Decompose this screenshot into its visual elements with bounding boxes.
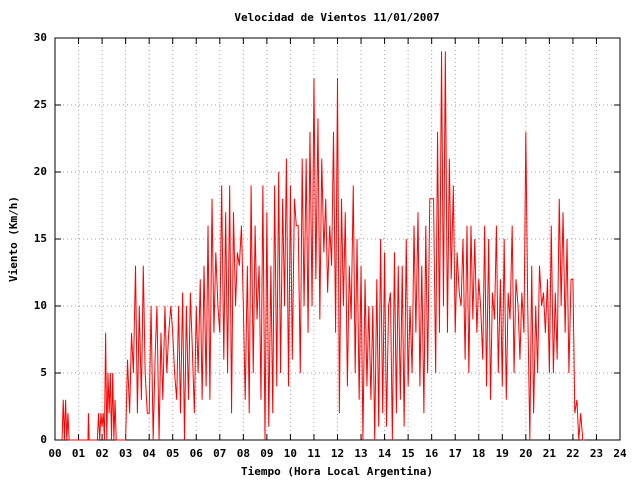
y-tick-label: 25 bbox=[34, 98, 47, 111]
x-tick-label: 18 bbox=[472, 447, 485, 460]
y-tick-label: 5 bbox=[40, 366, 47, 379]
x-tick-label: 12 bbox=[331, 447, 344, 460]
y-tick-label: 10 bbox=[34, 299, 47, 312]
y-tick-label: 20 bbox=[34, 165, 47, 178]
x-tick-label: 04 bbox=[143, 447, 157, 460]
y-tick-label: 0 bbox=[40, 433, 47, 446]
x-tick-label: 06 bbox=[190, 447, 204, 460]
wind-line bbox=[61, 51, 585, 441]
x-tick-label: 08 bbox=[237, 447, 250, 460]
x-tick-label: 14 bbox=[378, 447, 392, 460]
x-tick-label: 03 bbox=[119, 447, 132, 460]
x-tick-label: 02 bbox=[95, 447, 108, 460]
x-tick-label: 16 bbox=[425, 447, 439, 460]
x-tick-label: 20 bbox=[519, 447, 532, 460]
x-tick-label: 07 bbox=[213, 447, 226, 460]
x-tick-label: 00 bbox=[48, 447, 61, 460]
chart-title: Velocidad de Vientos 11/01/2007 bbox=[234, 11, 439, 24]
x-tick-label: 24 bbox=[613, 447, 627, 460]
x-tick-label: 22 bbox=[566, 447, 579, 460]
x-tick-label: 15 bbox=[402, 447, 415, 460]
x-tick-label: 17 bbox=[449, 447, 462, 460]
x-tick-label: 21 bbox=[543, 447, 557, 460]
y-tick-label: 15 bbox=[34, 232, 47, 245]
x-tick-label: 19 bbox=[496, 447, 509, 460]
x-tick-label: 05 bbox=[166, 447, 179, 460]
plot-frame bbox=[54, 37, 621, 441]
y-axis-label: Viento (Km/h) bbox=[7, 196, 20, 282]
x-tick-label: 10 bbox=[284, 447, 297, 460]
x-tick-label: 13 bbox=[354, 447, 367, 460]
x-axis-label: Tiempo (Hora Local Argentina) bbox=[241, 465, 433, 478]
x-tick-label: 01 bbox=[72, 447, 86, 460]
x-tick-label: 11 bbox=[307, 447, 321, 460]
x-tick-label: 23 bbox=[590, 447, 603, 460]
y-tick-label: 30 bbox=[34, 31, 47, 44]
x-tick-label: 09 bbox=[260, 447, 273, 460]
